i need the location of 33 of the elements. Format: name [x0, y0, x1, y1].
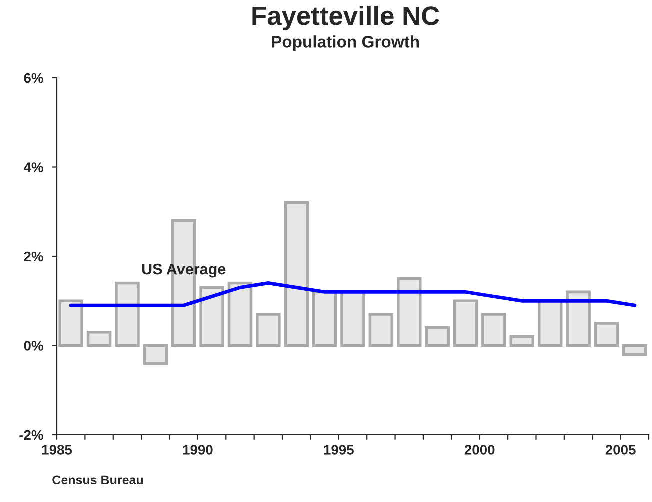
x-tick-label: 2005: [606, 445, 636, 455]
y-tick-label: 2%: [24, 252, 44, 262]
bar: [425, 326, 450, 348]
chart-title: Fayetteville NC: [252, 6, 440, 31]
y-tick-label: 6%: [24, 73, 44, 84]
bar: [284, 202, 310, 348]
x-tick-label: 1990: [183, 445, 213, 455]
bar: [594, 322, 620, 348]
bar: [86, 330, 112, 348]
bar: [368, 313, 394, 348]
y-tick-label: 0%: [24, 341, 44, 351]
chart-subtitle: Population Growth: [272, 36, 420, 52]
bar: [396, 277, 422, 348]
x-tick-label: 1985: [42, 445, 72, 455]
bar: [228, 282, 253, 348]
text: Census Bureau: [52, 476, 144, 485]
bar: [482, 313, 506, 348]
bar: [622, 344, 648, 356]
bar: [143, 344, 168, 365]
series-label: US Average: [142, 264, 226, 278]
x-tick-label: 1995: [324, 445, 354, 455]
bar: [453, 300, 478, 348]
bar: [566, 290, 591, 348]
bar: [510, 335, 535, 348]
y-tick-label: -2%: [20, 430, 44, 440]
bar: [312, 290, 338, 348]
bar: [256, 313, 281, 348]
y-tick-label: 4%: [24, 162, 44, 172]
bar: [200, 286, 224, 348]
bar: [58, 300, 84, 348]
line-series: [69, 282, 637, 308]
bar: [115, 282, 140, 348]
x-tick-label: 2000: [464, 445, 495, 455]
